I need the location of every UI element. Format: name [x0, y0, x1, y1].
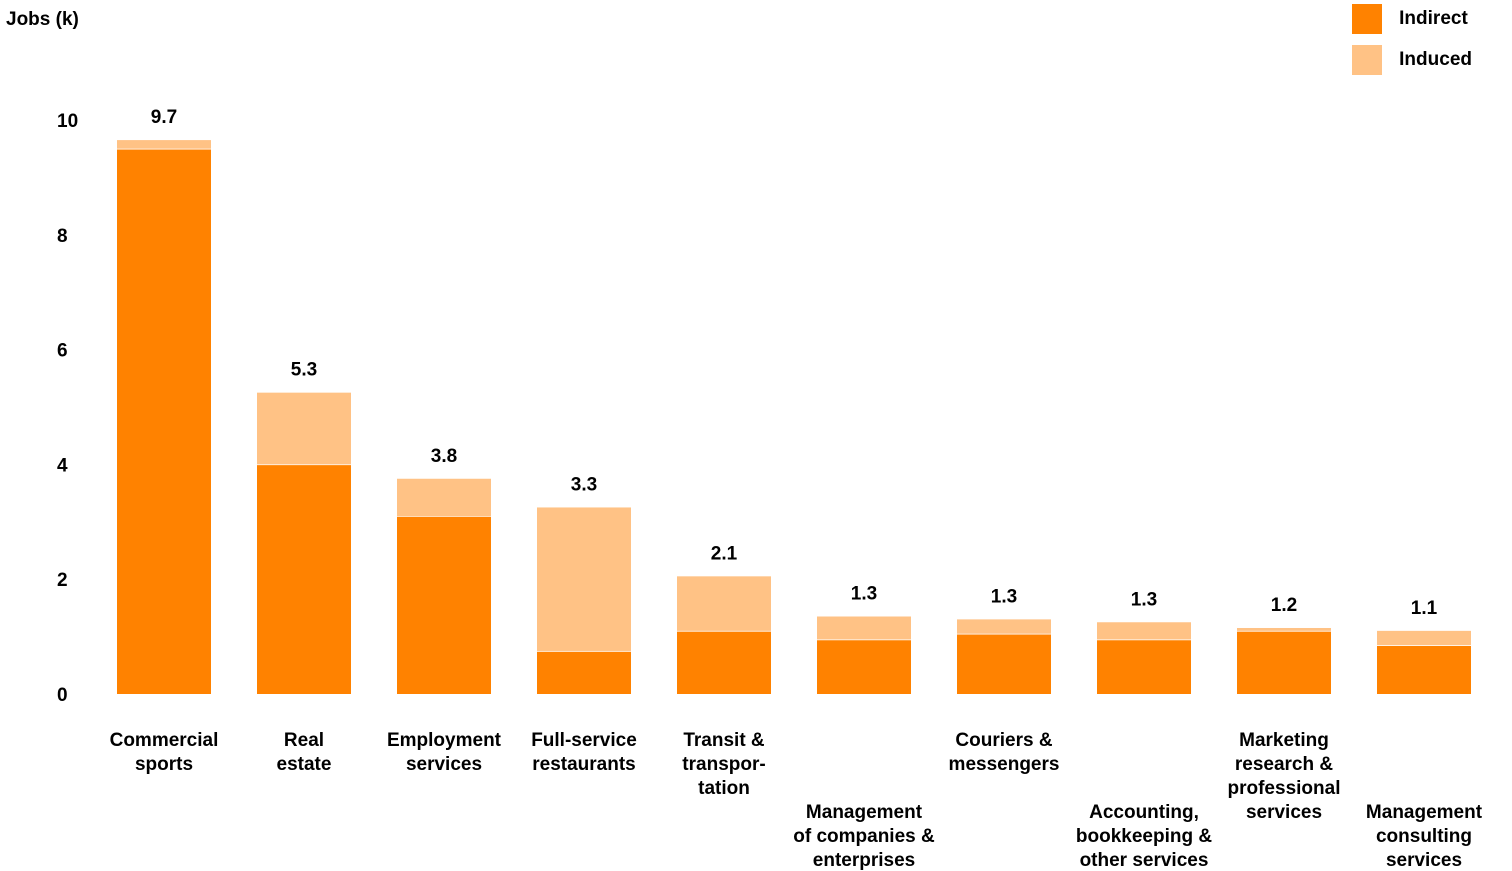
total-value-label: 2.1 [711, 543, 738, 564]
category-label: Real estate [277, 730, 332, 775]
bar-segment-indirect [257, 464, 351, 694]
y-axis-ticks: 0 2 4 6 8 10 [57, 111, 78, 706]
category-label: Commercial sports [110, 730, 219, 775]
bar-segment-indirect [957, 633, 1051, 694]
bar-segment-indirect [1237, 630, 1331, 694]
bar-segment-induced [397, 478, 491, 517]
legend-swatch-induced [1352, 45, 1383, 75]
bar-segment-induced [817, 616, 911, 640]
category-label: Employment services [387, 730, 502, 775]
y-tick-label: 10 [57, 111, 78, 132]
bar-segment-indirect [397, 516, 491, 694]
total-value-label: 3.8 [431, 446, 457, 467]
bar-segment-induced [957, 619, 1051, 634]
total-value-label: 3.3 [571, 474, 597, 495]
legend-item-induced: Induced [1352, 45, 1472, 75]
total-value-label: 1.3 [991, 586, 1017, 607]
legend-label-indirect: Indirect [1399, 8, 1468, 29]
bars [117, 140, 1471, 694]
bar-segment-indirect [537, 650, 631, 694]
bar-segment-induced [537, 507, 631, 651]
category-label: Management of companies & enterprises [793, 802, 935, 871]
bar-segment-induced [117, 140, 211, 149]
legend: Indirect Induced [1352, 4, 1472, 86]
total-value-label: 5.3 [291, 360, 317, 381]
y-tick-label: 4 [57, 455, 68, 476]
category-label: Full-service restaurants [531, 730, 637, 775]
bar-segment-indirect [1377, 645, 1471, 694]
bar-segment-indirect [117, 148, 211, 694]
total-value-label: 1.1 [1411, 598, 1438, 619]
legend-item-indirect: Indirect [1352, 4, 1472, 34]
legend-swatch-indirect [1352, 4, 1383, 34]
total-value-label: 1.2 [1271, 595, 1297, 616]
y-tick-label: 2 [57, 570, 68, 591]
y-tick-label: 8 [57, 226, 68, 247]
total-value-label: 1.3 [1131, 589, 1157, 610]
category-label: Marketing research & professional services [1228, 730, 1341, 823]
bar-segment-induced [1237, 627, 1331, 631]
category-labels: Commercial sports Real estate Employment serv… [110, 730, 1483, 871]
bar-segment-indirect [677, 630, 771, 694]
bar-segment-indirect [1097, 639, 1191, 694]
category-label: Management consulting services [1366, 802, 1483, 871]
category-label: Accounting, bookkeeping & other services [1076, 802, 1212, 871]
legend-label-induced: Induced [1399, 49, 1472, 70]
y-tick-label: 6 [57, 341, 68, 362]
category-label: Couriers & messengers [949, 730, 1060, 775]
bar-segment-induced [1097, 622, 1191, 640]
category-label: Transit & transpor-tation [682, 730, 765, 799]
bar-segment-induced [1377, 630, 1471, 646]
y-tick-label: 0 [57, 685, 68, 706]
bar-segment-induced [257, 392, 351, 465]
total-labels: 9.7 5.3 3.8 3.3 2.1 1.3 1.3 1.3 1.2 1.1 [151, 107, 1438, 619]
total-value-label: 1.3 [851, 584, 877, 605]
y-axis-label: Jobs (k) [6, 9, 79, 30]
bar-segment-indirect [817, 639, 911, 694]
total-value-label: 9.7 [151, 107, 177, 128]
bar-segment-induced [677, 576, 771, 631]
